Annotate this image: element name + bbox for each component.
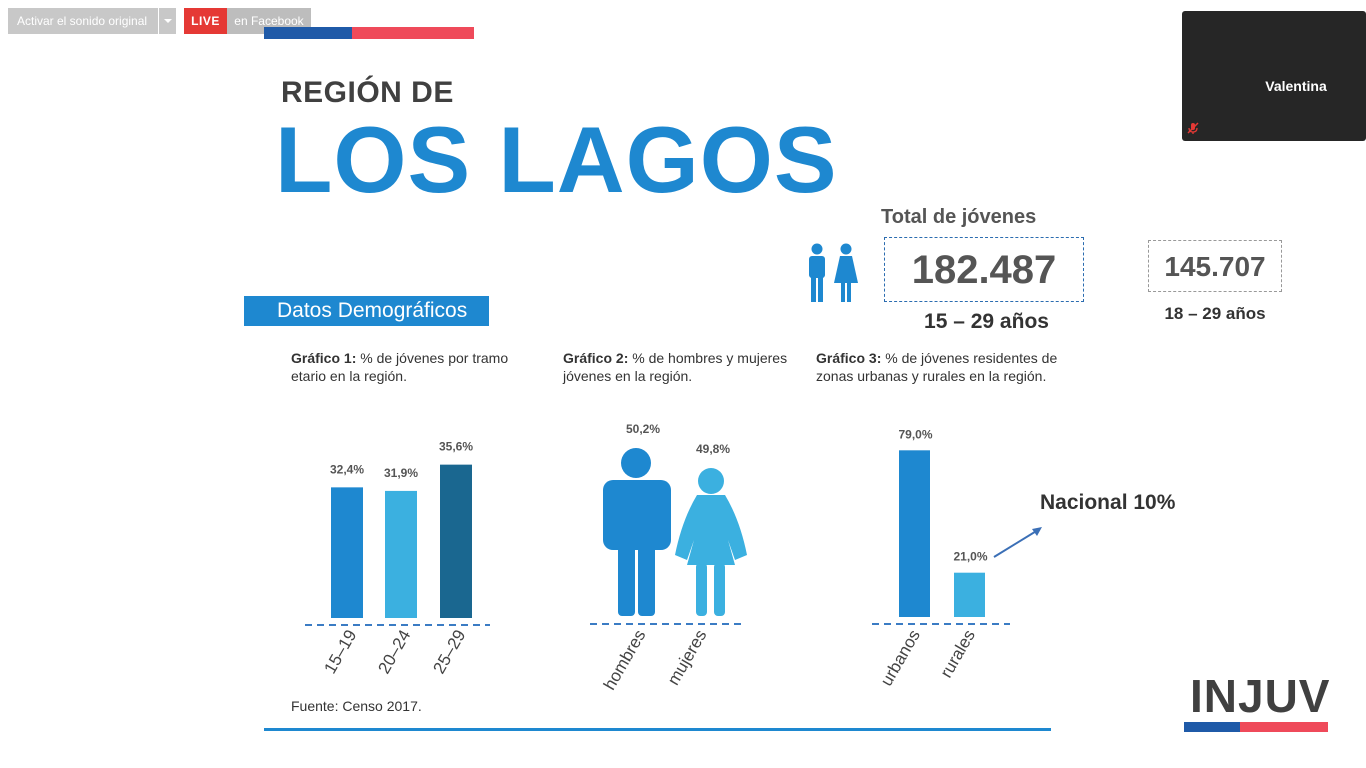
region-title: LOS LAGOS — [275, 107, 838, 212]
logo-stripe-blue — [1184, 722, 1240, 732]
live-badge: LIVE — [184, 8, 227, 34]
female-value-label: 49,8% — [696, 442, 730, 456]
x-tick-label: mujeres — [664, 627, 711, 689]
mic-muted-icon — [1187, 122, 1199, 134]
graph1-caption: Gráfico 1: % de jóvenes por tramo etario… — [291, 349, 516, 385]
x-tick-label: rurales — [937, 627, 979, 682]
total-adult-youth-range: 18 – 29 años — [1164, 304, 1266, 323]
bar-value-label: 35,6% — [439, 440, 473, 454]
female-figure — [675, 468, 747, 616]
people-icon — [809, 243, 858, 302]
chart-age-groups: 32,4% 15–19 31,9% 20–24 35,6% 25–29 — [305, 440, 490, 677]
footer-rule — [264, 728, 1051, 731]
totals-heading: Total de jóvenes — [881, 206, 1037, 228]
graph3-caption-title: Gráfico 3: — [816, 350, 882, 366]
header-stripe-red — [352, 27, 474, 39]
original-audio-button[interactable]: Activar el sonido original — [8, 8, 158, 34]
total-youth-value: 182.487 — [884, 237, 1084, 302]
bar-value-label: 79,0% — [898, 427, 932, 441]
bar-15-19 — [331, 487, 363, 618]
bar-urbanos — [899, 450, 930, 617]
header-stripe-blue — [264, 27, 352, 39]
bar-value-label: 21,0% — [953, 550, 987, 564]
bar-rurales — [954, 572, 985, 617]
x-tick-label: 25–29 — [429, 627, 469, 677]
participant-name: Valentina — [1265, 78, 1327, 94]
bar-20-24 — [385, 490, 417, 618]
graph1-caption-text: % de jóvenes por tramo etario en la regi… — [291, 350, 509, 384]
section-label: Datos Demográficos — [244, 296, 489, 326]
x-tick-label: hombres — [600, 627, 650, 694]
graph2-caption: Gráfico 2: % de hombres y mujeres jóvene… — [563, 349, 793, 385]
bar-value-label: 31,9% — [384, 466, 418, 480]
total-youth-range: 15 – 29 años — [924, 310, 1049, 333]
chart-urban-rural: 79,0% urbanos 21,0% rurales — [872, 427, 1010, 689]
graph3-caption: Gráfico 3: % de jóvenes residentes de zo… — [816, 349, 1091, 385]
male-value-label: 50,2% — [626, 422, 660, 436]
total-adult-youth-value: 145.707 — [1148, 240, 1282, 292]
national-annotation: Nacional 10% — [1040, 491, 1176, 514]
region-kicker: REGIÓN DE — [281, 76, 454, 109]
bar-25-29 — [440, 464, 472, 618]
graph2-caption-title: Gráfico 2: — [563, 350, 629, 366]
x-tick-label: urbanos — [877, 627, 924, 690]
annotation-arrow — [993, 527, 1042, 558]
chevron-down-icon — [164, 19, 172, 23]
logo-stripe-red — [1240, 722, 1328, 732]
x-tick-label: 20–24 — [374, 627, 414, 677]
participant-video-tile[interactable]: Valentina — [1182, 11, 1366, 141]
x-tick-label: 15–19 — [320, 627, 360, 677]
source-note: Fuente: Censo 2017. — [291, 698, 422, 714]
graph2-caption-text: % de hombres y mujeres jóvenes en la reg… — [563, 350, 788, 384]
injuv-logo: INJUV — [1190, 670, 1331, 722]
bar-value-label: 32,4% — [330, 462, 364, 476]
male-figure — [603, 448, 671, 616]
audio-options-dropdown[interactable] — [159, 8, 176, 34]
graph3-caption-text: % de jóvenes residentes de zonas urbanas… — [816, 350, 1058, 384]
graph1-caption-title: Gráfico 1: — [291, 350, 357, 366]
chart-gender: 50,2% 49,8% hombres mujeres — [590, 422, 747, 693]
